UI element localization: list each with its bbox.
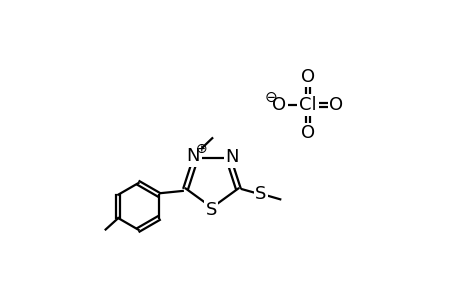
Text: O: O (272, 96, 286, 114)
Text: ⊕: ⊕ (195, 142, 207, 156)
Text: O: O (329, 96, 343, 114)
Text: O: O (300, 68, 314, 85)
Text: ⊖: ⊖ (263, 90, 276, 105)
Text: S: S (254, 185, 266, 203)
Text: O: O (300, 124, 314, 142)
Text: N: N (186, 147, 200, 165)
Text: N: N (225, 148, 239, 166)
Text: Cl: Cl (298, 96, 316, 114)
Text: S: S (205, 201, 216, 219)
